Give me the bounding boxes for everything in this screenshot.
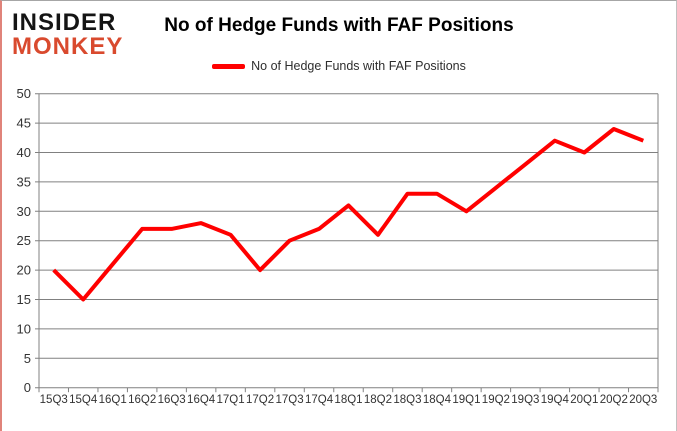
y-tick-label: 10 — [17, 321, 31, 336]
x-tick-label: 18Q1 — [334, 394, 362, 406]
x-tick-label: 17Q4 — [305, 394, 334, 406]
y-tick-label: 0 — [24, 380, 31, 395]
y-tick-label: 40 — [17, 145, 31, 160]
legend-line-swatch — [212, 63, 246, 69]
x-tick-label: 16Q3 — [158, 394, 186, 406]
x-tick-label: 19Q1 — [452, 394, 480, 406]
x-tick-label: 17Q2 — [246, 394, 274, 406]
x-tick-label: 18Q3 — [393, 394, 421, 406]
x-tick-label: 16Q1 — [99, 394, 127, 406]
y-tick-label: 30 — [17, 204, 31, 219]
legend: No of Hedge Funds with FAF Positions — [2, 59, 676, 73]
insider-monkey-logo: INSIDER MONKEY — [12, 11, 123, 58]
x-tick-label: 19Q4 — [541, 394, 570, 406]
y-tick-label: 45 — [17, 116, 31, 131]
logo-line-insider: INSIDER — [12, 9, 117, 36]
y-tick-label: 15 — [17, 292, 31, 307]
x-tick-label: 19Q3 — [511, 394, 539, 406]
series-line — [52, 127, 645, 302]
y-tick-label: 25 — [17, 233, 31, 248]
y-tick-label: 20 — [17, 263, 31, 278]
y-tick-label: 5 — [24, 351, 31, 366]
x-tick-label: 16Q2 — [128, 394, 156, 406]
legend-label: No of Hedge Funds with FAF Positions — [251, 59, 466, 73]
x-tick-label: 16Q4 — [187, 394, 216, 406]
x-tick-label: 17Q3 — [275, 394, 303, 406]
x-tick-label: 20Q1 — [570, 394, 598, 406]
x-tick-label: 19Q2 — [482, 394, 510, 406]
y-tick-label: 50 — [17, 86, 31, 101]
x-tick-label: 20Q2 — [600, 394, 628, 406]
x-tick-label: 17Q1 — [217, 394, 245, 406]
x-tick-label: 20Q3 — [629, 394, 657, 406]
x-tick-label: 18Q2 — [364, 394, 392, 406]
x-tick-label: 15Q3 — [40, 394, 68, 406]
y-tick-label: 35 — [17, 174, 31, 189]
x-tick-label: 15Q4 — [69, 394, 98, 406]
chart-title: No of Hedge Funds with FAF Positions — [164, 15, 514, 36]
logo-line-monkey: MONKEY — [12, 32, 124, 60]
x-tick-label: 18Q4 — [423, 394, 452, 406]
